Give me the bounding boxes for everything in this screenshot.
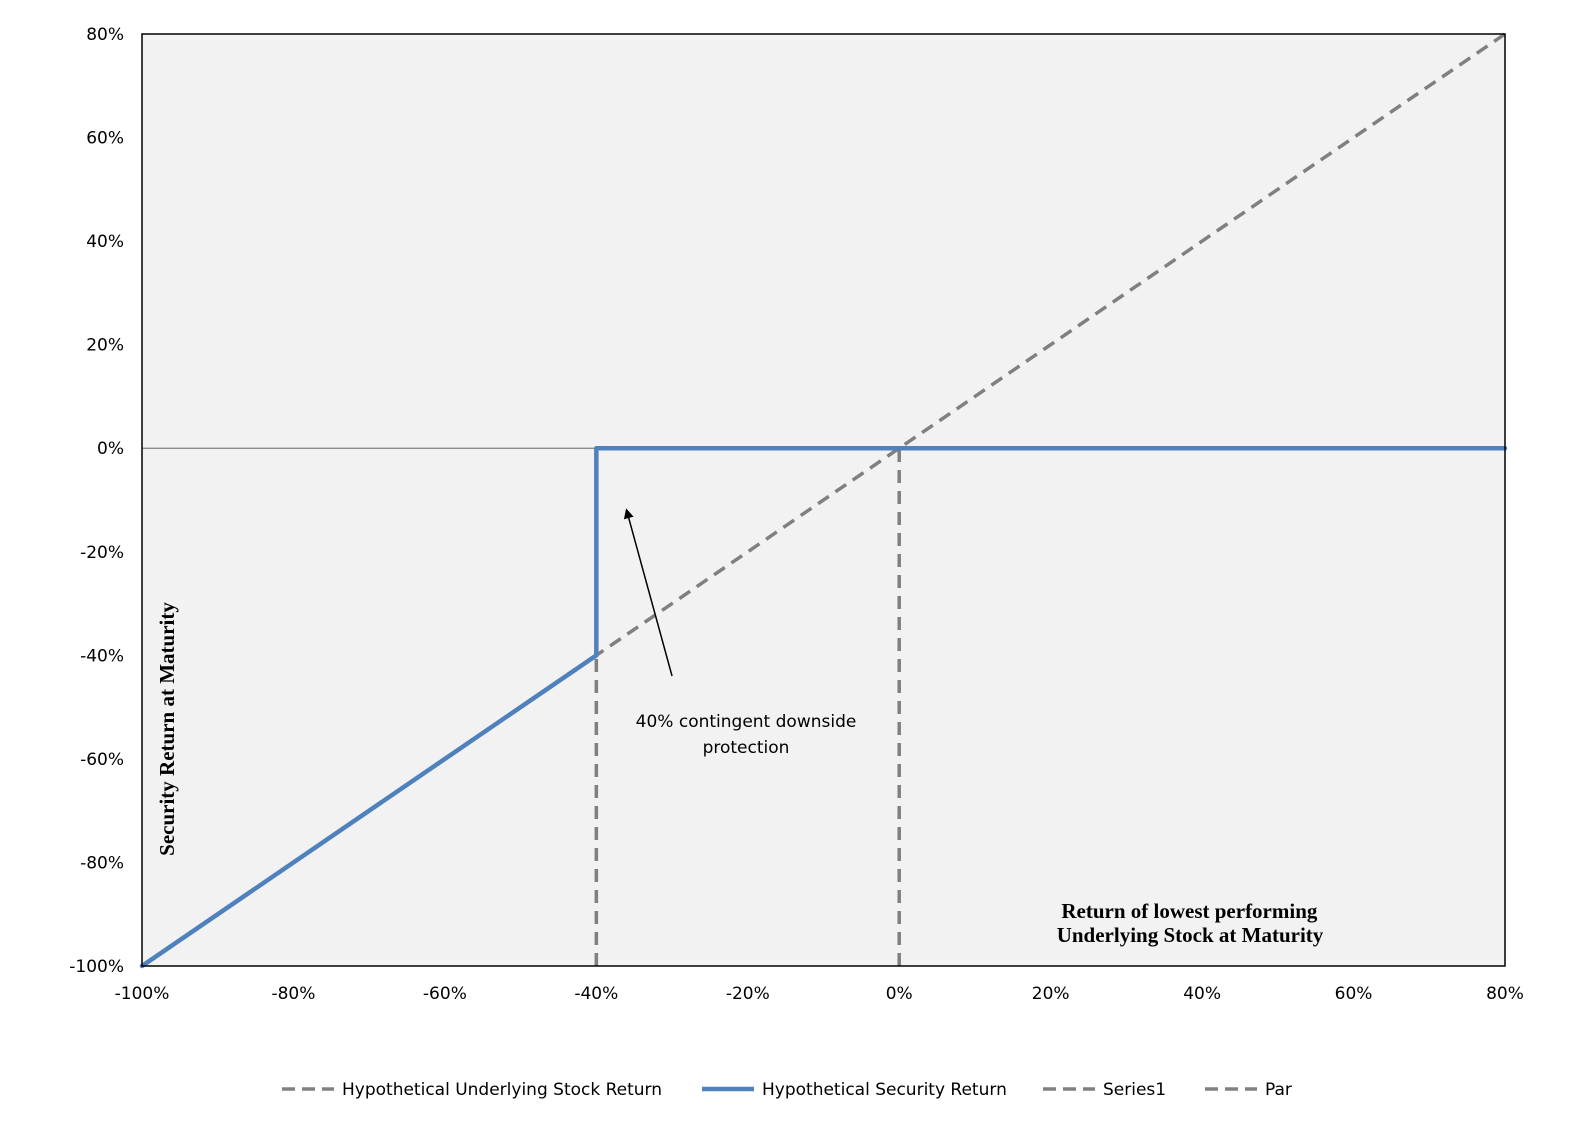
y-tick-labels: -100% -80% -60% -40% -20% 0% 20% 40% 60% 80%: [69, 25, 124, 977]
x-tick-label: 0%: [886, 984, 913, 1004]
y-tick-label: -20%: [80, 543, 124, 563]
y-axis-title: Security Return at Maturity: [155, 602, 179, 856]
annotation-arrow: [623, 508, 673, 677]
legend-label: Series1: [1103, 1080, 1166, 1100]
x-tick-label: -100%: [115, 984, 170, 1004]
y-tick-label: -80%: [80, 853, 124, 873]
x-tick-label: 80%: [1486, 984, 1524, 1004]
y-tick-label: -100%: [69, 957, 124, 977]
x-tick-label: 40%: [1183, 984, 1221, 1004]
y-tick-label: -60%: [80, 750, 124, 770]
series-line-2: [139, 445, 1508, 969]
y-tick-label: 0%: [97, 439, 124, 459]
y-tick-label: 40%: [86, 232, 124, 252]
legend-label: Hypothetical Underlying Stock Return: [342, 1080, 662, 1100]
legend: Hypothetical Underlying Stock Return Hypo…: [282, 1080, 1292, 1100]
y-tick-label: 20%: [86, 336, 124, 356]
x-tick-label: -40%: [574, 984, 618, 1004]
annotation-text-line: 40% contingent downside: [636, 712, 857, 732]
x-tick-labels: -100% -80% -60% -40% -20% 0% 20% 40% 60% 80%: [115, 984, 1524, 1004]
annotation: 40% contingent downside protection: [623, 508, 857, 758]
plot-border: [141, 33, 1506, 967]
x-tick-label: 20%: [1032, 984, 1070, 1004]
legend-label: Par: [1265, 1080, 1292, 1100]
x-axis-title-line-2: Underlying Stock at Maturity: [1057, 923, 1324, 947]
legend-label: Hypothetical Security Return: [762, 1080, 1007, 1100]
y-tick-label: -40%: [80, 646, 124, 666]
series-layer: [139, 32, 1508, 969]
y-tick-label: 60%: [86, 129, 124, 149]
x-axis-title: Return of lowest performing Underlying S…: [1057, 899, 1324, 947]
x-tick-label: -20%: [726, 984, 770, 1004]
x-axis-title-line-1: Return of lowest performing: [1061, 899, 1318, 923]
x-tick-label: 60%: [1335, 984, 1373, 1004]
x-tick-label: -80%: [271, 984, 315, 1004]
y-tick-label: 80%: [86, 25, 124, 45]
x-tick-label: -60%: [423, 984, 467, 1004]
annotation-text-line: protection: [703, 738, 790, 758]
